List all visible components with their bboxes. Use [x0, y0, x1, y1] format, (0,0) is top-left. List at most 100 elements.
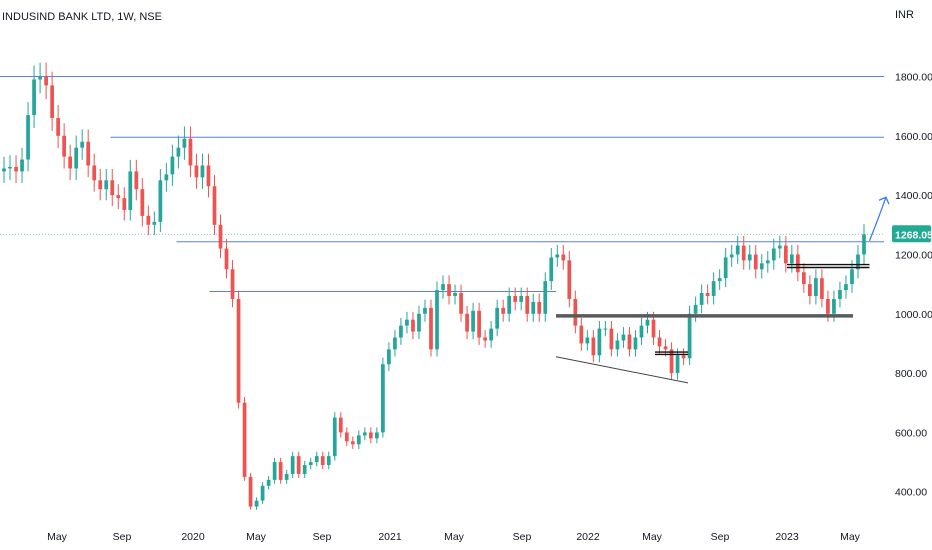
candle-body — [8, 166, 12, 169]
candle-body — [56, 118, 60, 136]
candle — [747, 244, 752, 270]
candle-body — [122, 198, 127, 210]
x-tick-label: May — [246, 531, 267, 543]
candle — [609, 320, 614, 357]
candle-body — [200, 165, 205, 178]
candle — [862, 224, 866, 264]
candle — [808, 275, 812, 305]
y-tick-label: 400.00 — [895, 487, 927, 499]
candle — [326, 451, 331, 470]
candle — [549, 248, 554, 290]
candle — [729, 244, 734, 267]
candle — [350, 436, 355, 450]
candle-body — [44, 76, 48, 86]
candle-body — [441, 284, 445, 291]
candle — [218, 214, 223, 259]
candle-body — [368, 432, 373, 439]
candle-body — [711, 281, 716, 296]
candle-body — [254, 500, 259, 507]
candle-body — [609, 328, 614, 350]
candle-body — [657, 337, 662, 347]
candle-body — [471, 310, 475, 332]
candle — [248, 472, 253, 510]
candle-body — [387, 349, 391, 365]
y-tick-label: 1000.00 — [895, 309, 932, 321]
candles-layer — [2, 62, 866, 510]
candle-body — [729, 254, 734, 258]
candle-body — [314, 456, 319, 463]
candle — [573, 290, 578, 334]
candle-body — [771, 248, 776, 261]
candle — [856, 244, 860, 279]
candle — [820, 269, 824, 308]
candle — [459, 284, 463, 322]
candle — [308, 457, 313, 470]
candle — [32, 65, 36, 129]
candle — [465, 305, 469, 340]
candle — [332, 412, 337, 461]
candle — [585, 330, 590, 351]
candle-body — [74, 147, 79, 169]
candle-body — [32, 79, 36, 116]
candle-body — [826, 298, 830, 314]
candle — [206, 153, 211, 198]
candle-body — [645, 319, 650, 326]
candle — [338, 412, 343, 438]
candle-body — [459, 293, 463, 314]
candle-body — [411, 319, 415, 332]
candle — [844, 275, 848, 299]
candle — [146, 205, 151, 236]
candle-body — [465, 313, 469, 332]
candle — [152, 211, 157, 236]
candle — [741, 235, 746, 270]
candle-body — [537, 301, 542, 314]
candle — [717, 269, 722, 290]
candle-body — [735, 245, 740, 255]
candle — [795, 244, 800, 282]
candle — [501, 299, 506, 322]
candle-body — [399, 325, 403, 338]
candle — [50, 71, 54, 131]
candle — [783, 235, 788, 273]
candle-body — [814, 278, 818, 296]
candle — [44, 62, 48, 100]
candle-body — [603, 328, 608, 330]
candle — [633, 330, 638, 357]
candle — [80, 129, 85, 160]
candle — [814, 269, 818, 305]
candle — [212, 175, 217, 236]
candle-body — [723, 257, 728, 279]
candle-body — [741, 245, 746, 261]
candle — [387, 342, 391, 371]
candle-body — [801, 272, 806, 285]
candle-body — [278, 462, 283, 480]
candle-body — [615, 340, 620, 350]
candle — [435, 281, 439, 357]
candle-body — [747, 254, 752, 261]
candle — [567, 251, 572, 308]
x-tick-label: May — [444, 531, 465, 543]
candle — [429, 299, 433, 357]
last-price-badge: 1268.05 — [892, 225, 932, 243]
candle-body — [783, 245, 788, 264]
candle-body — [663, 346, 668, 350]
y-tick-label: 600.00 — [895, 427, 927, 439]
x-tick-label: May — [47, 531, 68, 543]
candle-body — [808, 284, 812, 296]
candle — [615, 333, 620, 357]
candle — [723, 248, 728, 288]
candle-body — [92, 165, 97, 181]
candle — [639, 317, 644, 345]
candle-body — [717, 278, 722, 282]
candle — [693, 296, 698, 322]
candle — [447, 275, 451, 305]
candle — [26, 102, 30, 172]
candle-body — [555, 254, 560, 258]
candle — [525, 287, 530, 322]
candle-body — [206, 165, 211, 187]
candle-body — [850, 269, 854, 285]
candle-body — [182, 138, 187, 148]
candle — [110, 168, 115, 207]
candle-body — [669, 349, 674, 374]
